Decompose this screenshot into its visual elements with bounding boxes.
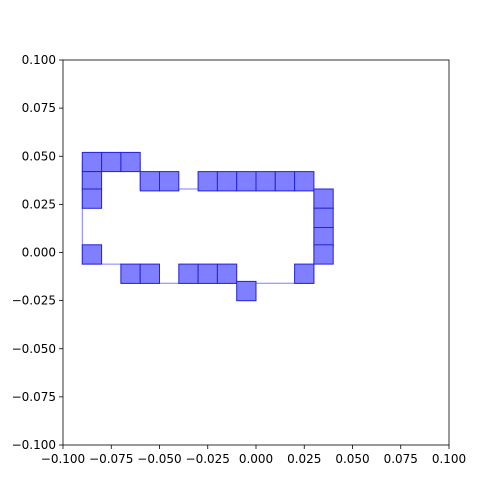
x-tick-label: 0.075	[384, 452, 418, 466]
data-cell-11	[294, 171, 315, 192]
data-cell-12	[81, 188, 103, 209]
data-cell-23	[294, 263, 315, 284]
y-tick-label: −0.100	[12, 438, 56, 452]
data-cell-7	[216, 171, 238, 192]
y-tick-label: −0.025	[12, 294, 56, 308]
x-tick-label: 0.100	[432, 452, 466, 466]
data-cell-6	[197, 171, 218, 192]
data-cell-16	[313, 244, 334, 265]
data-cell-19	[139, 263, 160, 284]
data-cell-14	[313, 207, 334, 228]
data-cell-2	[120, 151, 141, 173]
data-cell-22	[216, 263, 238, 284]
y-tick-label: −0.050	[12, 342, 56, 356]
data-cell-21	[197, 263, 218, 284]
data-cell-20	[178, 263, 199, 284]
x-tick-label: 0.025	[287, 452, 321, 466]
x-tick-label: −0.025	[186, 452, 230, 466]
plot-area	[81, 151, 334, 302]
data-cell-15	[313, 227, 334, 248]
y-tick-label: 0.025	[22, 197, 56, 211]
data-cell-4	[139, 171, 160, 192]
data-cell-17	[81, 244, 103, 265]
data-cell-3	[81, 171, 103, 192]
data-cell-24	[236, 280, 257, 302]
y-tick-label: 0.000	[22, 246, 56, 260]
data-cell-1	[101, 151, 122, 173]
data-cell-18	[120, 263, 141, 284]
data-cell-0	[81, 151, 103, 173]
x-tick-label: 0.000	[239, 452, 273, 466]
x-tick-label: −0.075	[89, 452, 133, 466]
data-cell-9	[255, 171, 276, 192]
y-tick-label: 0.100	[22, 53, 56, 67]
data-cell-5	[159, 171, 180, 192]
data-cell-13	[313, 188, 334, 209]
y-tick-label: 0.050	[22, 149, 56, 163]
x-tick-label: −0.100	[41, 452, 85, 466]
x-tick-label: −0.050	[137, 452, 181, 466]
data-cell-10	[274, 171, 296, 192]
axes: −0.100 −0.075 −0.050 −0.025 0.000 0.025 0.050 0…	[12, 53, 467, 466]
y-tick-label: −0.075	[12, 390, 56, 404]
data-cell-8	[236, 171, 257, 192]
y-tick-label: 0.075	[22, 101, 56, 115]
x-tick-label: 0.050	[335, 452, 369, 466]
